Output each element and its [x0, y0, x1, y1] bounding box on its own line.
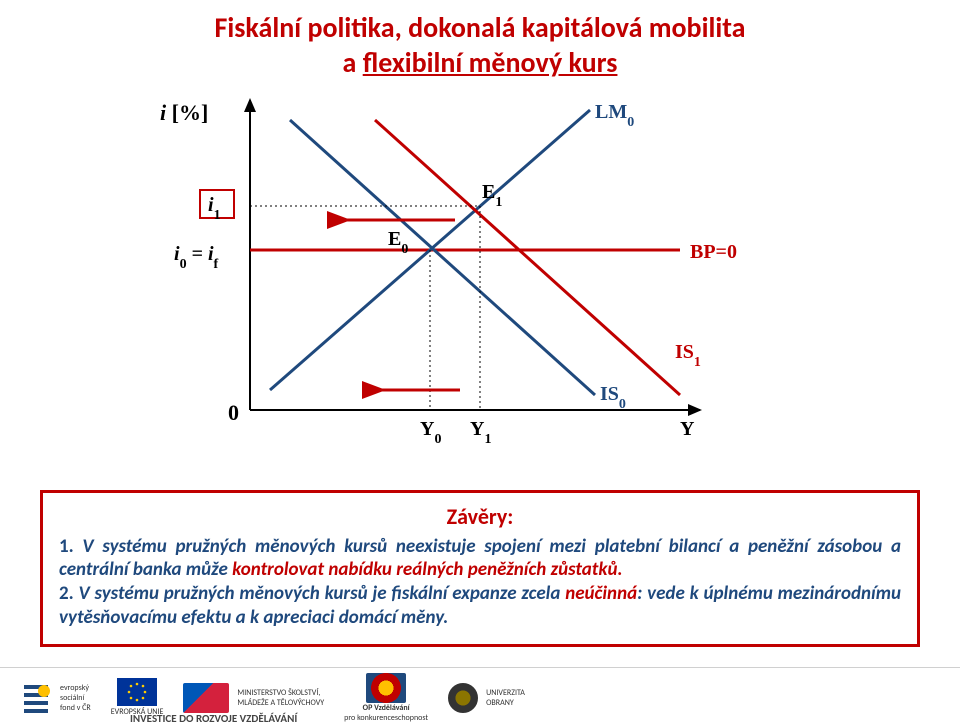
- conclusions-heading: Závěry:: [59, 503, 901, 531]
- esf-label: evropský sociální fond v ČR: [60, 683, 91, 713]
- opvk-label2: pro konkurenceschopnost: [344, 713, 428, 723]
- conc1-b: kontrolovat nabídku reálných peněžních z…: [232, 558, 622, 581]
- opvk-logo: OP Vzdělávání pro konkurenceschopnost: [344, 673, 428, 723]
- conclusion-2: 2. V systému pružných měnových kursů je …: [59, 582, 901, 630]
- chart-svg: i [%] 0 BP=0 LM0 IS0 IS1 i1 i0 = if E0 E…: [120, 80, 770, 480]
- opvk-icon: [366, 673, 406, 703]
- univ-label: UNIVERZITA OBRANY: [486, 688, 525, 708]
- conc2-a: V systému pružných měnových kursů je fis…: [79, 582, 566, 605]
- y-axis-label: i [%]: [160, 100, 208, 125]
- lm0-label: LM0: [595, 101, 634, 130]
- origin-label: 0: [228, 400, 239, 425]
- conc2-num: 2.: [59, 582, 79, 605]
- conclusion-1: 1. V systému pružných měnových kursů nee…: [59, 535, 901, 583]
- y1-label: Y1: [470, 418, 491, 447]
- bp-label: BP=0: [690, 241, 737, 263]
- is0-label: IS0: [600, 383, 626, 412]
- footer-invest: INVESTICE DO ROZVOJE VZDĚLÁVÁNÍ: [130, 712, 297, 725]
- eu-flag-icon: [117, 678, 157, 706]
- esf-logo: evropský sociální fond v ČR: [20, 681, 91, 715]
- e0-label: E0: [388, 228, 408, 257]
- e1-label: E1: [482, 181, 502, 210]
- msmt-logo: MINISTERSTVO ŠKOLSTVÍ, MLÁDEŽE A TĚLOVÝC…: [183, 683, 324, 713]
- islm-chart: i [%] 0 BP=0 LM0 IS0 IS1 i1 i0 = if E0 E…: [120, 80, 770, 480]
- y-end-label: Y: [680, 418, 695, 440]
- univ-icon: [448, 683, 478, 713]
- is0-line: [290, 120, 595, 395]
- conc1-num: 1.: [59, 535, 82, 558]
- title-line2: a flexibilní měnový kurs: [0, 45, 960, 80]
- univ-logo: UNIVERZITA OBRANY: [448, 683, 525, 713]
- is1-label: IS1: [675, 341, 701, 370]
- title-line1: Fiskální politika, dokonalá kapitálová m…: [0, 10, 960, 45]
- title-line2-underlined: flexibilní měnový kurs: [363, 45, 618, 80]
- y0-label: Y0: [420, 418, 441, 447]
- title-line2-prefix: a: [343, 45, 363, 80]
- msmt-icon: [183, 683, 229, 713]
- msmt-label: MINISTERSTVO ŠKOLSTVÍ, MLÁDEŽE A TĚLOVÝC…: [237, 688, 324, 708]
- conc2-b: neúčinná: [565, 582, 637, 605]
- esf-icon: [20, 681, 52, 715]
- opvk-label1: OP Vzdělávání: [363, 703, 410, 713]
- slide-title: Fiskální politika, dokonalá kapitálová m…: [0, 10, 960, 80]
- i0-if-label: i0 = if: [174, 243, 219, 272]
- conclusions-box: Závěry: 1. V systému pružných měnových k…: [40, 490, 920, 647]
